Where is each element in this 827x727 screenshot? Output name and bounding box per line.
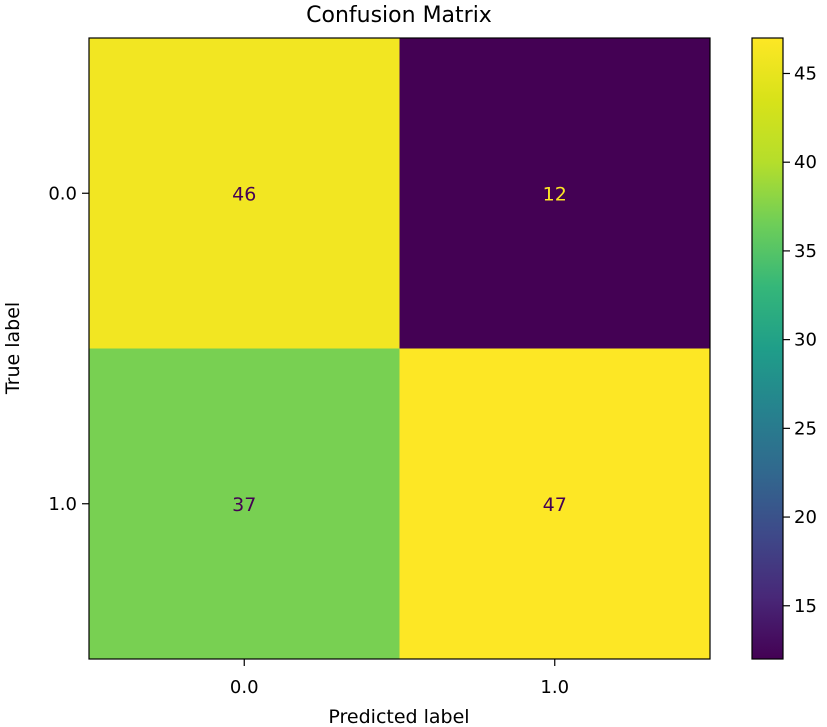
y-axis-label: True label xyxy=(2,302,24,395)
y-axis-ticks: 0.0 1.0 xyxy=(48,183,89,515)
heatmap-cell xyxy=(89,38,400,349)
heatmap-cell-labels: 46 12 37 47 xyxy=(232,183,567,516)
cell-value-label: 47 xyxy=(543,494,567,516)
colorbar-tick-label: 35 xyxy=(794,241,817,262)
colorbar-tick-label: 30 xyxy=(794,330,817,351)
x-axis-ticks: 0.0 1.0 xyxy=(230,659,569,698)
x-tick-label: 0.0 xyxy=(230,677,259,698)
colorbar xyxy=(751,37,784,660)
y-tick-label: 1.0 xyxy=(48,494,77,515)
colorbar-tick-label: 40 xyxy=(794,152,817,173)
colorbar-ticks: 15 20 25 30 35 40 45 xyxy=(783,63,817,617)
x-axis-label: Predicted label xyxy=(328,706,469,727)
chart-title: Confusion Matrix xyxy=(306,3,492,28)
heatmap-cells xyxy=(89,38,710,659)
plot-frame xyxy=(88,37,711,660)
cell-value-label: 12 xyxy=(543,183,567,205)
colorbar-tick-label: 15 xyxy=(794,596,817,617)
colorbar-tick-label: 45 xyxy=(794,63,817,84)
heatmap-cell xyxy=(89,348,400,659)
colorbar-tick-label: 25 xyxy=(794,418,817,439)
y-tick-label: 0.0 xyxy=(48,183,77,204)
x-tick-label: 1.0 xyxy=(540,677,569,698)
heatmap-cell xyxy=(399,348,710,659)
cell-value-label: 37 xyxy=(232,494,256,516)
colorbar-tick-label: 20 xyxy=(794,507,817,528)
cell-value-label: 46 xyxy=(232,183,256,205)
heatmap-cell xyxy=(399,38,710,349)
